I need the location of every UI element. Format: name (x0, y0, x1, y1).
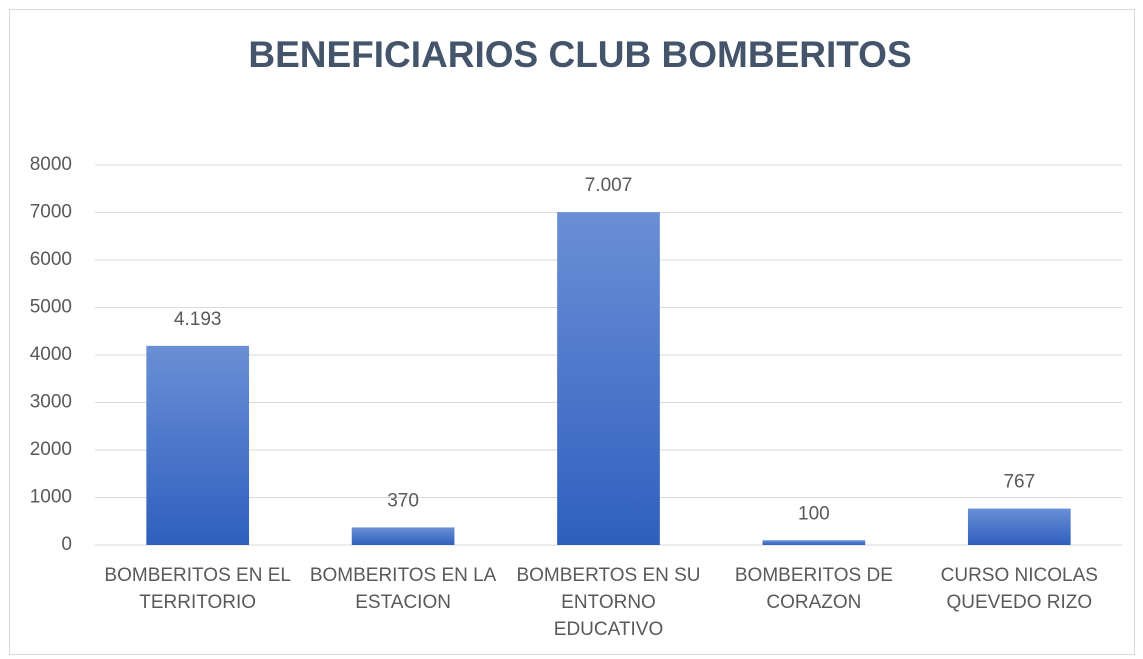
x-tick-label: CURSO NICOLAS QUEVEDO RIZO (940, 565, 1098, 613)
y-tick-label: 7000 (30, 202, 72, 223)
bar (557, 212, 660, 546)
x-tick-label: BOMBERITOS EN EL TERRITORIO (104, 565, 291, 613)
y-tick-label: 1000 (30, 487, 72, 508)
data-label: 767 (1003, 472, 1035, 493)
bar (967, 508, 1071, 545)
data-label: 7.007 (585, 175, 633, 196)
y-tick-label: 5000 (30, 297, 72, 318)
y-tick-label: 6000 (30, 249, 72, 270)
y-tick-label: 0 (61, 534, 72, 555)
bar (146, 345, 250, 545)
data-label: 370 (387, 490, 419, 511)
x-tick-label: BOMBERITOS DE CORAZON (734, 565, 893, 613)
y-tick-label: 3000 (30, 392, 72, 413)
x-tick-label: BOMBERITOS EN LA ESTACION (309, 565, 497, 613)
data-label: 100 (798, 503, 830, 524)
bar (762, 540, 866, 545)
x-tick-label: BOMBERTOS EN SU ENTORNO EDUCATIVO (516, 565, 701, 640)
data-label: 4.193 (174, 309, 222, 330)
bar (351, 527, 455, 545)
y-tick-label: 2000 (30, 439, 72, 460)
y-tick-label: 8000 (30, 154, 72, 175)
chart-title: BENEFICIARIOS CLUB BOMBERITOS (248, 34, 911, 75)
y-tick-label: 4000 (30, 344, 72, 365)
